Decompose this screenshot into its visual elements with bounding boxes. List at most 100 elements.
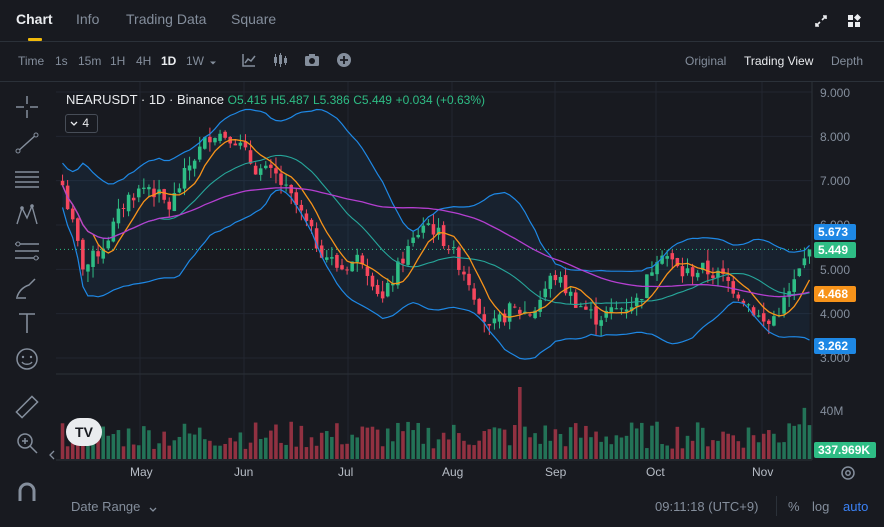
chevron-down-icon[interactable] bbox=[148, 502, 158, 520]
interval-1s[interactable]: 1s bbox=[55, 54, 68, 68]
volume-bar bbox=[223, 443, 227, 459]
candle-body bbox=[487, 323, 492, 326]
tab-info[interactable]: Info bbox=[76, 11, 100, 27]
interval-1w[interactable]: 1W bbox=[186, 54, 204, 68]
volume-bar bbox=[96, 426, 100, 459]
candle-body bbox=[675, 258, 680, 267]
candle-body bbox=[797, 268, 802, 277]
volume-bar bbox=[172, 440, 177, 459]
add-plus-icon[interactable] bbox=[335, 51, 353, 69]
camera-icon[interactable] bbox=[303, 51, 321, 69]
volume-bar bbox=[182, 423, 187, 459]
tab-trading-data[interactable]: Trading Data bbox=[126, 11, 207, 27]
volume-bar bbox=[782, 442, 786, 459]
volume-bar bbox=[563, 446, 568, 459]
crosshair-icon[interactable] bbox=[12, 92, 42, 122]
indicators-icon[interactable] bbox=[240, 51, 258, 69]
volume-bar bbox=[731, 435, 736, 459]
ruler-icon[interactable] bbox=[12, 392, 42, 422]
volume-bar bbox=[599, 441, 603, 459]
volume-bar bbox=[203, 439, 207, 459]
volume-bar bbox=[523, 426, 527, 459]
auto-toggle[interactable]: auto bbox=[843, 499, 869, 514]
tab-chart[interactable]: Chart bbox=[16, 11, 53, 27]
zoom-in-icon[interactable] bbox=[12, 428, 42, 458]
pattern-tool-icon[interactable] bbox=[12, 200, 42, 230]
horizontal-lines-icon[interactable] bbox=[12, 164, 42, 194]
symbol-label: NEARUSDT · 1D · Binance bbox=[66, 92, 224, 107]
candle-body bbox=[335, 254, 339, 268]
indicator-lines bbox=[61, 108, 811, 360]
view-depth[interactable]: Depth bbox=[831, 54, 864, 68]
emoji-icon[interactable] bbox=[12, 344, 42, 374]
candle-body bbox=[665, 256, 669, 259]
volume-bar bbox=[716, 440, 720, 459]
brush-icon[interactable] bbox=[12, 272, 42, 302]
interval-4h[interactable]: 4H bbox=[136, 54, 152, 68]
candle-body bbox=[391, 283, 395, 286]
fib-retracement-icon[interactable] bbox=[12, 236, 42, 266]
chart-legend: NEARUSDT · 1D · Binance O5.415 H5.487 L5… bbox=[66, 92, 485, 107]
interval-1h[interactable]: 1H bbox=[110, 54, 126, 68]
interval-15m[interactable]: 15m bbox=[78, 54, 102, 68]
candle-body bbox=[690, 267, 695, 277]
date-range-button[interactable]: Date Range bbox=[71, 499, 141, 514]
percent-toggle[interactable]: % bbox=[788, 499, 800, 514]
volume-bar bbox=[553, 429, 558, 459]
candle-body bbox=[746, 304, 751, 306]
price-tick: 9.000 bbox=[820, 86, 851, 100]
volume-bar bbox=[690, 440, 695, 459]
volume-bar bbox=[726, 433, 730, 459]
candle-body bbox=[533, 310, 537, 319]
volume-bar bbox=[406, 421, 410, 459]
candle-body bbox=[548, 275, 553, 289]
candle-body bbox=[563, 275, 568, 294]
interval-dropdown-icon[interactable] bbox=[208, 55, 226, 73]
volume-bar bbox=[579, 437, 583, 459]
volume-bar bbox=[233, 441, 238, 459]
interval-1d[interactable]: 1D bbox=[161, 54, 177, 68]
expand-icon[interactable] bbox=[812, 12, 830, 30]
candle-body bbox=[716, 270, 720, 278]
chevron-left-icon[interactable] bbox=[48, 448, 56, 460]
candle-body bbox=[751, 307, 756, 316]
volume-bar bbox=[126, 428, 131, 459]
volume-bar bbox=[289, 421, 293, 459]
volume-bar bbox=[426, 427, 431, 459]
candle-body bbox=[324, 257, 329, 260]
candle-body bbox=[462, 271, 466, 275]
volume-bar bbox=[81, 445, 85, 459]
tab-square[interactable]: Square bbox=[231, 11, 277, 27]
view-trading-view[interactable]: Trading View bbox=[744, 54, 814, 68]
volume-bar bbox=[248, 442, 253, 459]
volume-bar bbox=[319, 432, 324, 459]
magnet-icon[interactable] bbox=[12, 477, 42, 507]
log-toggle[interactable]: log bbox=[812, 499, 830, 514]
volume-bar bbox=[761, 433, 766, 459]
price-tick: 3.000 bbox=[820, 351, 851, 365]
candle-style-icon[interactable] bbox=[271, 51, 289, 69]
candle-body bbox=[736, 294, 741, 299]
clock-readout[interactable]: 09:11:18 (UTC+9) bbox=[655, 499, 759, 514]
candle-body bbox=[248, 150, 253, 164]
gear-icon[interactable] bbox=[839, 464, 857, 482]
candle-body bbox=[558, 276, 563, 283]
candle-body bbox=[406, 246, 410, 265]
candle-body bbox=[660, 255, 664, 264]
volume-bar bbox=[482, 431, 487, 459]
view-original[interactable]: Original bbox=[685, 54, 727, 68]
candle-body bbox=[253, 165, 258, 175]
volume-bar bbox=[238, 432, 243, 459]
candle-body bbox=[152, 188, 156, 198]
grid-layout-icon[interactable] bbox=[845, 12, 863, 30]
text-tool-icon[interactable] bbox=[12, 308, 42, 338]
volume-bar bbox=[436, 439, 441, 459]
candle-body bbox=[772, 316, 776, 326]
trend-line-icon[interactable] bbox=[12, 128, 42, 158]
candle-body bbox=[609, 307, 614, 314]
volume-bar bbox=[700, 427, 705, 459]
indicator-toggle[interactable]: 4 bbox=[65, 114, 98, 133]
volume-bar bbox=[452, 424, 456, 459]
volume-bar bbox=[116, 430, 121, 459]
